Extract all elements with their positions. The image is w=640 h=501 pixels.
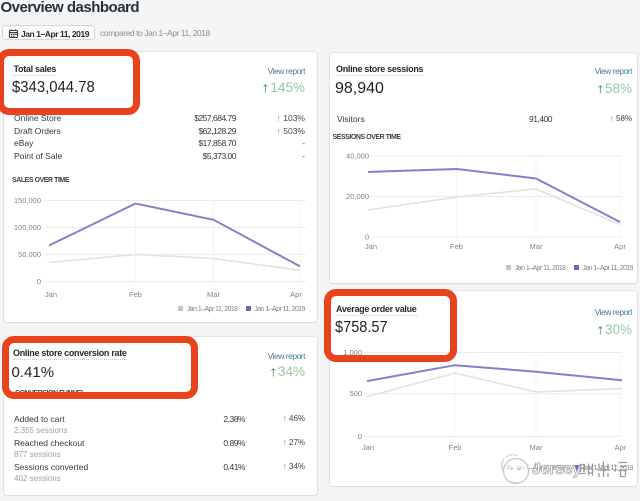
svg-text:Apr: Apr xyxy=(290,290,302,299)
svg-text:0: 0 xyxy=(358,432,362,441)
svg-text:Jan: Jan xyxy=(365,242,377,251)
svg-text:Feb: Feb xyxy=(129,290,142,299)
svg-text:Mar: Mar xyxy=(530,242,543,251)
svg-text:Mar: Mar xyxy=(207,290,220,299)
svg-text:1,000: 1,000 xyxy=(343,348,362,357)
svg-text:40,000: 40,000 xyxy=(346,152,369,161)
svg-text:500: 500 xyxy=(349,389,362,398)
svg-text:50,000: 50,000 xyxy=(18,250,41,259)
svg-text:Jan: Jan xyxy=(45,290,57,299)
svg-text:Feb: Feb xyxy=(450,242,463,251)
svg-text:150,000: 150,000 xyxy=(14,196,41,205)
svg-text:20,000: 20,000 xyxy=(346,192,369,201)
svg-text:Mar: Mar xyxy=(530,443,543,452)
svg-text:Jan: Jan xyxy=(362,443,374,452)
svg-text:0: 0 xyxy=(365,233,369,242)
svg-text:Apr: Apr xyxy=(615,443,627,452)
svg-text:Apr: Apr xyxy=(614,242,626,251)
svg-text:100,000: 100,000 xyxy=(14,223,41,232)
svg-text:Feb: Feb xyxy=(449,443,462,452)
svg-text:0: 0 xyxy=(37,277,41,286)
